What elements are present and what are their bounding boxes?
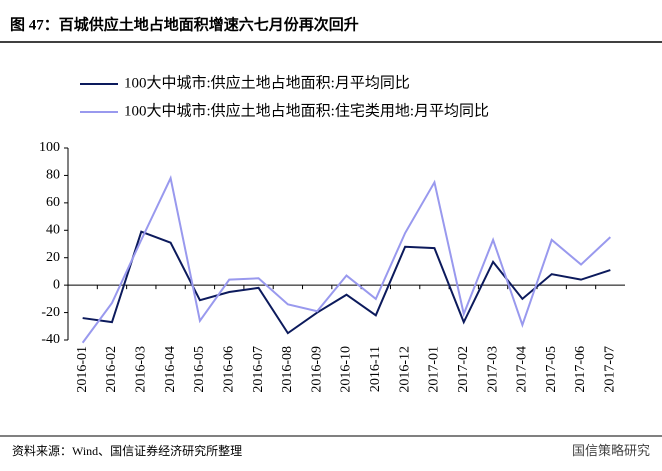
x-tick-label: 2016-04 (163, 346, 178, 393)
y-tick-label: 100 (39, 140, 60, 155)
x-tick-label: 2017-01 (427, 346, 442, 393)
x-tick-label: 2017-05 (544, 346, 559, 393)
y-tick-label: 40 (46, 223, 60, 238)
x-tick-label: 2016-05 (192, 346, 207, 393)
series-line (81, 175, 612, 344)
y-tick-label: 80 (46, 168, 60, 183)
x-tick-label: 2016-01 (75, 346, 90, 393)
chart-title: 图 47：百城供应土地占地面积增速六七月份再次回升 (10, 15, 359, 33)
x-tick-label: 2017-02 (456, 346, 471, 393)
watermark: 国信策略研究 (572, 443, 650, 458)
x-tick-label: 2016-06 (221, 346, 236, 393)
legend-label: 100大中城市:供应土地占地面积:月平均同比 (124, 73, 410, 91)
y-tick-label: -40 (41, 332, 60, 347)
y-tick-label: 60 (46, 195, 60, 210)
legend-label: 100大中城市:供应土地占地面积:住宅类用地:月平均同比 (124, 101, 489, 119)
x-tick-label: 2017-04 (515, 346, 530, 393)
x-tick-label: 2016-12 (397, 346, 412, 393)
series-line (82, 230, 611, 335)
x-tick-label: 2016-03 (134, 346, 149, 393)
x-tick-label: 2016-11 (368, 346, 383, 392)
x-tick-label: 2016-10 (339, 346, 354, 393)
y-tick-label: -20 (41, 305, 60, 320)
y-tick-label: 20 (46, 250, 60, 265)
y-tick-label: 0 (53, 277, 60, 292)
x-tick-label: 2016-09 (309, 346, 324, 393)
x-tick-label: 2017-03 (485, 346, 500, 393)
x-tick-label: 2016-07 (251, 346, 266, 393)
x-tick-label: 2016-02 (104, 346, 119, 393)
x-tick-label: 2017-06 (573, 346, 588, 393)
source-note: 资料来源：Wind、国信证券经济研究所整理 (12, 443, 242, 458)
x-tick-label: 2017-07 (603, 346, 618, 393)
x-tick-label: 2016-08 (280, 346, 295, 393)
